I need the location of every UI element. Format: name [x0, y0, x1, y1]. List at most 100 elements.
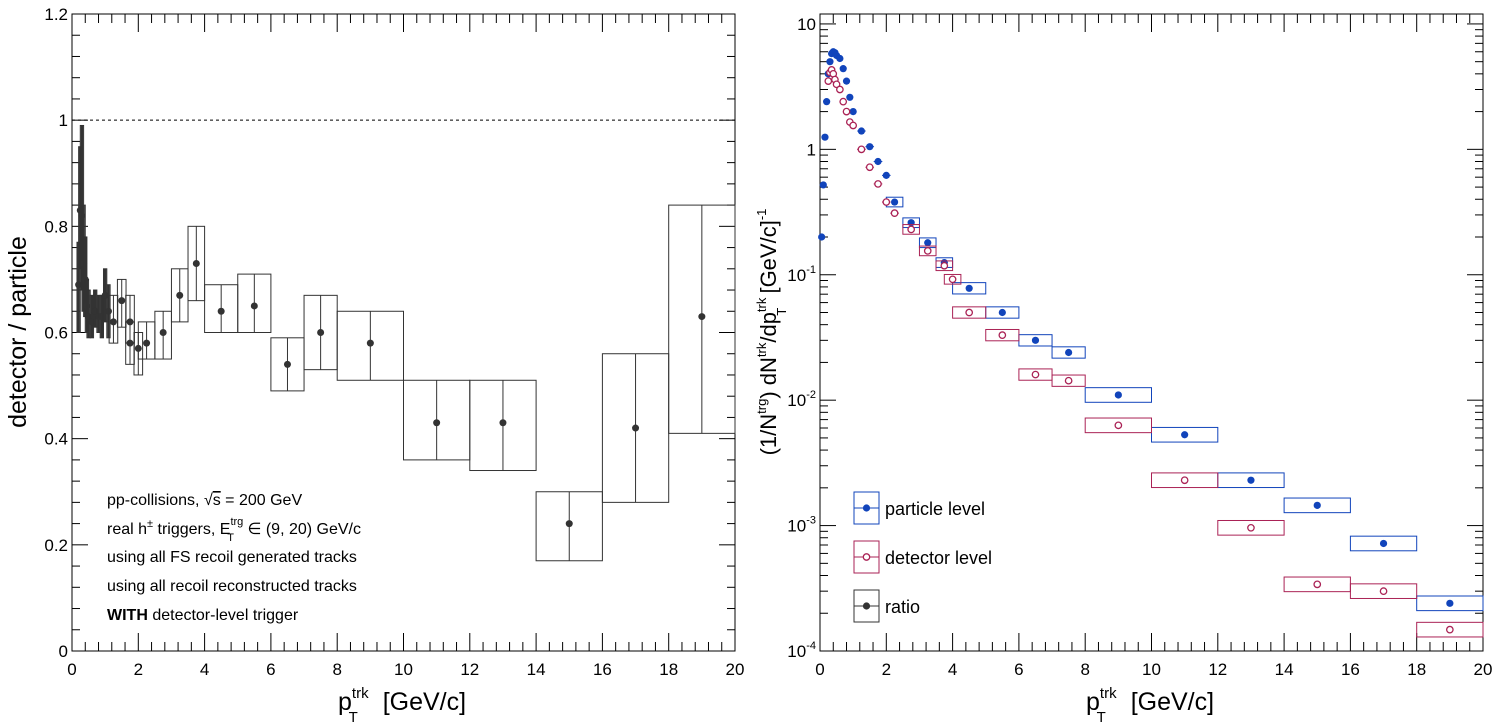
- ratio-point: [433, 419, 441, 427]
- legend-marker: [862, 602, 871, 610]
- ratio-x-tick-label: 4: [200, 660, 209, 679]
- ratio-point: [192, 259, 200, 267]
- spectrum-x-tick-label: 10: [1142, 660, 1161, 679]
- spectrum-y-axis-label: (1/Ntrg) dNtrk/dptrk T [GeV/c]-1: [754, 209, 789, 456]
- ratio-y-tick-label: 0.4: [44, 430, 68, 449]
- spectrum-y-tick-label: 10-4: [787, 640, 816, 661]
- ratio-point: [499, 419, 507, 427]
- spectrum-frame: [819, 13, 1484, 652]
- ratio-point: [159, 329, 167, 336]
- particle-point: [836, 54, 844, 63]
- ratio-x-tick-label: 20: [726, 660, 745, 679]
- detector-point: [923, 247, 932, 255]
- detector-point: [857, 145, 866, 154]
- detector-point: [1031, 370, 1040, 379]
- ratio-point: [565, 520, 573, 528]
- ratio-point: [118, 297, 126, 305]
- detector-point: [1446, 625, 1454, 634]
- particle-point: [866, 143, 874, 151]
- spectrum-x-axis-label: ptrk T [GeV/c]: [1086, 685, 1214, 724]
- particle-point: [821, 133, 829, 141]
- particle-point: [826, 58, 834, 66]
- detector-syst-box: [1084, 417, 1152, 434]
- detector-point: [1114, 421, 1123, 430]
- spectrum-x-tick-label: 18: [1407, 660, 1426, 679]
- annotation-reconstructed-tracks: using all recoil reconstructed tracks: [107, 578, 357, 595]
- detector-point: [865, 163, 874, 172]
- spectrum-x-tick-label: 2: [882, 660, 891, 679]
- spectrum-x-tick-label: 8: [1080, 660, 1089, 679]
- annotation-trigger-level: WITH detector-level trigger: [107, 607, 299, 624]
- particle-point: [1114, 391, 1122, 399]
- particle-point: [823, 98, 831, 106]
- spectrum-x-axis: 0 2 4 6 8 10 12 14 16 18 20: [815, 14, 1492, 679]
- ratio-point: [104, 307, 112, 315]
- detector-point: [1313, 580, 1322, 589]
- ratio-point: [109, 318, 117, 326]
- detector-syst-box: [1416, 621, 1484, 638]
- ratio-point: [283, 360, 291, 368]
- ratio-x-tick-label: 16: [593, 660, 612, 679]
- annotation-collisions: pp-collisions, √s = 200 GeV: [107, 492, 302, 509]
- particle-syst-box: [1416, 595, 1484, 612]
- detector-point: [824, 77, 833, 85]
- spectrum-y-tick-label: 10-1: [787, 264, 816, 285]
- ratio-y-tick-label: 0: [59, 642, 68, 661]
- spectrum-x-tick-label: 12: [1208, 660, 1227, 679]
- ratio-panel: 0 0.2 0.4 0.6 0.8 1 1.2 0 2 4 6 8 10 12 14 16 18 20 dete…: [4, 5, 744, 724]
- detector-point: [965, 308, 974, 317]
- spectrum-x-tick-label: 14: [1275, 660, 1294, 679]
- ratio-y-tick-label: 0.6: [44, 324, 68, 343]
- detector-point: [940, 261, 949, 270]
- legend-label: detector level: [885, 548, 992, 568]
- annotation-generated-tracks: using all FS recoil generated tracks: [107, 549, 357, 566]
- legend-label: particle level: [885, 499, 985, 519]
- legend-marker: [862, 504, 871, 512]
- particle-point: [998, 308, 1006, 317]
- particle-point: [1031, 336, 1040, 344]
- ratio-point: [176, 291, 184, 299]
- detector-point: [1180, 476, 1189, 485]
- spectrum-series: [818, 48, 1484, 638]
- particle-point: [1313, 501, 1321, 509]
- spectrum-y-tick-label: 1: [807, 140, 816, 159]
- ratio-y-tick-label: 1.2: [44, 5, 68, 24]
- ratio-point: [250, 302, 258, 310]
- spectrum-y-tick-label: 10: [797, 15, 816, 34]
- particle-syst-box: [1051, 346, 1086, 359]
- ratio-x-tick-label: 0: [67, 660, 76, 679]
- particle-point: [924, 239, 932, 247]
- ratio-x-tick-label: 18: [659, 660, 678, 679]
- ratio-point: [366, 339, 374, 347]
- detector-syst-box: [918, 245, 937, 257]
- particle-point: [874, 157, 882, 166]
- ratio-point: [632, 424, 640, 432]
- detector-point: [890, 209, 899, 217]
- particle-point: [842, 77, 851, 85]
- detector-point: [836, 85, 844, 94]
- ratio-point: [317, 329, 325, 336]
- ratio-y-tick-label: 0.2: [44, 536, 68, 555]
- particle-point: [965, 284, 973, 292]
- legend: particle level detector level ratio: [853, 491, 992, 623]
- ratio-x-tick-label: 12: [460, 660, 479, 679]
- detector-syst-box: [952, 306, 987, 319]
- particle-syst-box: [952, 282, 987, 295]
- particle-syst-box: [1283, 497, 1351, 514]
- particle-point: [1446, 599, 1454, 607]
- particle-point: [849, 107, 857, 116]
- particle-point: [839, 65, 847, 73]
- ratio-x-tick-label: 10: [394, 660, 413, 679]
- detector-syst-box: [902, 224, 920, 235]
- detector-point: [1247, 523, 1255, 532]
- detector-point: [882, 198, 891, 206]
- detector-syst-box: [1051, 374, 1086, 387]
- detector-point: [907, 225, 916, 234]
- detector-point: [839, 97, 848, 106]
- particle-syst-box: [1084, 387, 1152, 403]
- ratio-point: [698, 313, 706, 321]
- detector-syst-box: [1349, 583, 1418, 599]
- detector-point: [849, 121, 858, 130]
- ratio-y-axis-label: detector / particle: [4, 236, 32, 428]
